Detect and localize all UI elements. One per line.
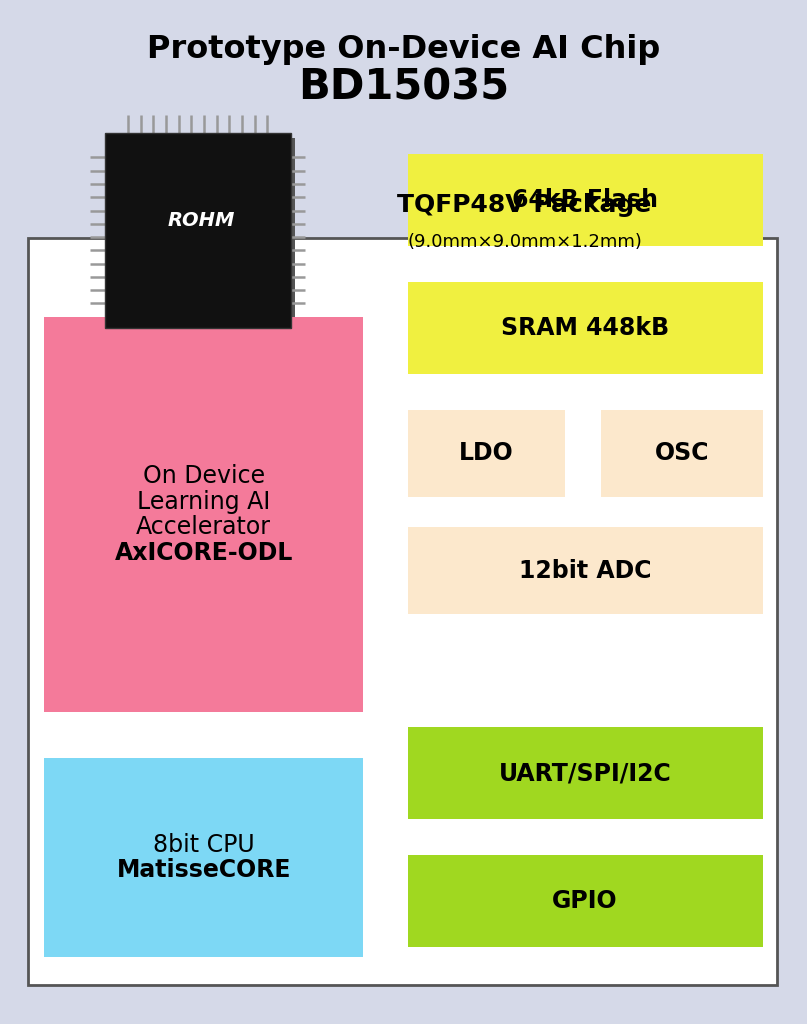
FancyBboxPatch shape: [44, 758, 363, 957]
FancyBboxPatch shape: [408, 282, 763, 374]
Text: SRAM 448kB: SRAM 448kB: [501, 315, 669, 340]
Text: 8bit CPU: 8bit CPU: [153, 833, 254, 857]
FancyBboxPatch shape: [408, 527, 763, 614]
Text: Accelerator: Accelerator: [136, 515, 271, 540]
FancyBboxPatch shape: [109, 138, 295, 333]
Text: MatisseCORE: MatisseCORE: [116, 858, 291, 883]
Text: TQFP48V Package: TQFP48V Package: [397, 193, 652, 217]
FancyBboxPatch shape: [44, 317, 363, 712]
Text: BD15035: BD15035: [298, 66, 509, 109]
FancyBboxPatch shape: [408, 154, 763, 246]
Text: UART/SPI/I2C: UART/SPI/I2C: [499, 761, 671, 785]
Text: OSC: OSC: [654, 441, 709, 465]
Text: Learning AI: Learning AI: [137, 489, 270, 514]
Text: LDO: LDO: [459, 441, 513, 465]
Text: 12bit ADC: 12bit ADC: [519, 559, 651, 583]
Text: Prototype On-Device AI Chip: Prototype On-Device AI Chip: [147, 34, 660, 65]
Text: 64kB Flash: 64kB Flash: [512, 187, 658, 212]
FancyBboxPatch shape: [105, 133, 291, 328]
FancyBboxPatch shape: [408, 727, 763, 819]
Text: ROHM: ROHM: [168, 211, 236, 229]
FancyBboxPatch shape: [408, 855, 763, 947]
Text: On Device: On Device: [143, 464, 265, 488]
FancyBboxPatch shape: [601, 410, 763, 497]
Text: GPIO: GPIO: [552, 889, 618, 913]
Text: AxICORE-ODL: AxICORE-ODL: [115, 541, 293, 565]
FancyBboxPatch shape: [408, 410, 565, 497]
FancyBboxPatch shape: [28, 238, 777, 985]
Text: (9.0mm×9.0mm×1.2mm): (9.0mm×9.0mm×1.2mm): [407, 232, 642, 251]
